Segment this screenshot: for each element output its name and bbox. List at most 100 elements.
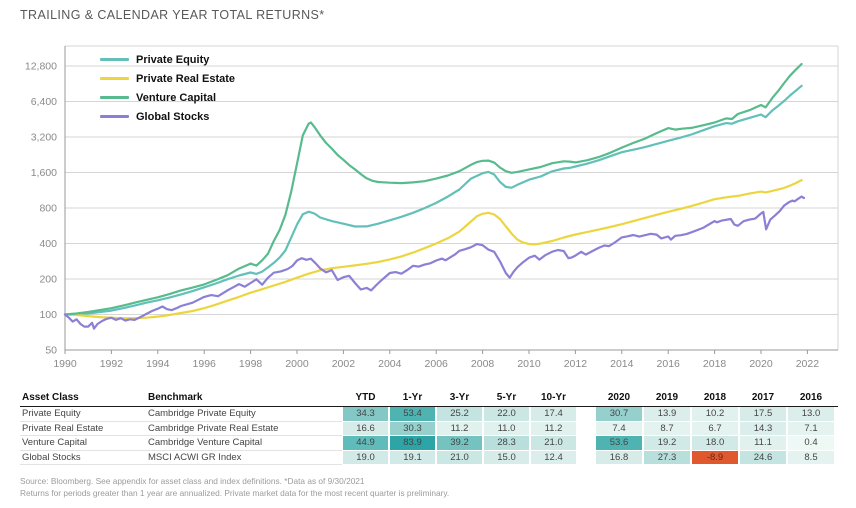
table-row-global-stocks: Global Stocks MSCI ACWI GR Index 19.0 19.1 2…	[20, 450, 838, 465]
column-gap	[577, 450, 595, 465]
return-value-cell: 21.0	[530, 436, 577, 451]
return-value-cell: 25.2	[436, 407, 483, 422]
x-tick-label: 1990	[53, 358, 77, 370]
return-value-cell: 19.0	[342, 450, 389, 465]
return-value-cell: 11.0	[483, 421, 530, 436]
column-header-2018: 2018	[703, 392, 727, 403]
column-header-1-yr: 1-Yr	[402, 392, 423, 403]
series-line-private-equity	[63, 84, 803, 316]
page-title: TRAILING & CALENDAR YEAR TOTAL RETURNS*	[20, 8, 325, 22]
legend-label: Private Real Estate	[136, 72, 236, 85]
return-value-cell: 83.9	[389, 436, 436, 451]
legend-line-swatch	[100, 96, 129, 99]
x-tick-label: 2016	[657, 358, 681, 370]
x-tick-label: 2010	[517, 358, 541, 370]
column-gap	[577, 407, 595, 422]
column-header-2020: 2020	[607, 392, 631, 403]
x-tick-label: 1996	[193, 358, 217, 370]
x-tick-label: 2008	[471, 358, 495, 370]
benchmark-cell: MSCI ACWI GR Index	[146, 451, 342, 465]
y-tick-label: 3,200	[31, 132, 57, 144]
legend-line-swatch	[100, 58, 129, 61]
series-line-global-stocks	[63, 195, 806, 330]
return-value-cell: 18.0	[691, 436, 739, 451]
asset-class-cell: Private Real Estate	[20, 422, 146, 436]
column-header-asset-class: Asset Class	[22, 392, 79, 403]
table-row-private-real-estate: Private Real Estate Cambridge Private Rea…	[20, 421, 838, 436]
benchmark-cell: Cambridge Venture Capital	[146, 436, 342, 451]
return-value-cell: 11.1	[739, 436, 787, 451]
return-value-cell: 11.2	[436, 421, 483, 436]
table-header-row: Asset Class Benchmark YTD 1-Yr 3-Yr 5-Yr 10-Yr…	[20, 391, 838, 407]
return-value-cell: 30.3	[389, 421, 436, 436]
y-tick-label: 50	[45, 345, 57, 357]
return-value-cell: 17.5	[739, 407, 787, 422]
return-value-cell: 19.2	[643, 436, 691, 451]
column-header-10-yr: 10-Yr	[540, 392, 566, 403]
return-value-cell: 27.3	[643, 450, 691, 465]
x-tick-label: 1998	[239, 358, 263, 370]
return-value-cell: 14.3	[739, 421, 787, 436]
legend-item-private-real-estate: Private Real Estate	[100, 69, 235, 88]
chart-legend: Private Equity Private Real Estate Venture…	[100, 50, 235, 126]
return-value-cell: -8.9	[691, 450, 739, 465]
y-tick-label: 100	[39, 309, 57, 321]
returns-line-chart: 50 100 200 400 800 1,600 3,200 6,400 12,800 1990 1…	[25, 45, 839, 370]
column-gap	[577, 391, 595, 406]
legend-item-venture-capital: Venture Capital	[100, 88, 235, 107]
x-tick-label: 1994	[146, 358, 170, 370]
return-value-cell: 30.7	[595, 407, 643, 422]
x-tick-label: 2022	[796, 358, 820, 370]
asset-class-cell: Private Equity	[20, 407, 146, 422]
column-header-2016: 2016	[799, 392, 823, 403]
benchmark-cell: Cambridge Private Real Estate	[146, 422, 342, 436]
return-value-cell: 15.0	[483, 450, 530, 465]
footnote-methodology: Returns for periods greater than 1 year …	[20, 488, 450, 498]
returns-table: Asset Class Benchmark YTD 1-Yr 3-Yr 5-Yr 10-Yr…	[20, 391, 838, 465]
column-header-2019: 2019	[655, 392, 679, 403]
series-line-venture-capital	[63, 62, 803, 316]
return-value-cell: 8.5	[787, 450, 835, 465]
y-tick-label: 800	[39, 203, 57, 215]
return-value-cell: 53.4	[389, 407, 436, 422]
legend-label: Private Equity	[136, 53, 210, 66]
x-tick-label: 2020	[749, 358, 773, 370]
column-header-2017: 2017	[751, 392, 775, 403]
y-tick-label: 6,400	[31, 96, 57, 108]
y-tick-label: 12,800	[25, 61, 57, 73]
return-value-cell: 34.3	[342, 407, 389, 422]
return-value-cell: 12.4	[530, 450, 577, 465]
legend-label: Global Stocks	[136, 110, 210, 123]
footnote-source: Source: Bloomberg. See appendix for asse…	[20, 476, 365, 486]
benchmark-cell: Cambridge Private Equity	[146, 407, 342, 422]
x-tick-label: 2000	[285, 358, 309, 370]
return-value-cell: 8.7	[643, 421, 691, 436]
x-tick-label: 2014	[610, 358, 634, 370]
return-value-cell: 24.6	[739, 450, 787, 465]
y-tick-label: 1,600	[31, 167, 57, 179]
legend-item-global-stocks: Global Stocks	[100, 107, 235, 126]
return-value-cell: 10.2	[691, 407, 739, 422]
x-tick-label: 2002	[332, 358, 356, 370]
return-value-cell: 21.0	[436, 450, 483, 465]
column-gap	[577, 436, 595, 451]
y-tick-label: 400	[39, 238, 57, 250]
column-header-3-yr: 3-Yr	[449, 392, 470, 403]
x-tick-label: 2004	[378, 358, 402, 370]
x-tick-label: 2012	[564, 358, 588, 370]
return-value-cell: 16.6	[342, 421, 389, 436]
return-value-cell: 19.1	[389, 450, 436, 465]
legend-line-swatch	[100, 115, 129, 118]
asset-class-cell: Venture Capital	[20, 436, 146, 451]
return-value-cell: 28.3	[483, 436, 530, 451]
return-value-cell: 39.2	[436, 436, 483, 451]
return-value-cell: 11.2	[530, 421, 577, 436]
legend-line-swatch	[100, 77, 129, 80]
column-header-5-yr: 5-Yr	[496, 392, 517, 403]
column-header-benchmark: Benchmark	[148, 392, 203, 403]
return-value-cell: 7.4	[595, 421, 643, 436]
series-line-private-real-estate	[63, 179, 803, 320]
return-value-cell: 16.8	[595, 450, 643, 465]
legend-item-private-equity: Private Equity	[100, 50, 235, 69]
return-value-cell: 44.9	[342, 436, 389, 451]
